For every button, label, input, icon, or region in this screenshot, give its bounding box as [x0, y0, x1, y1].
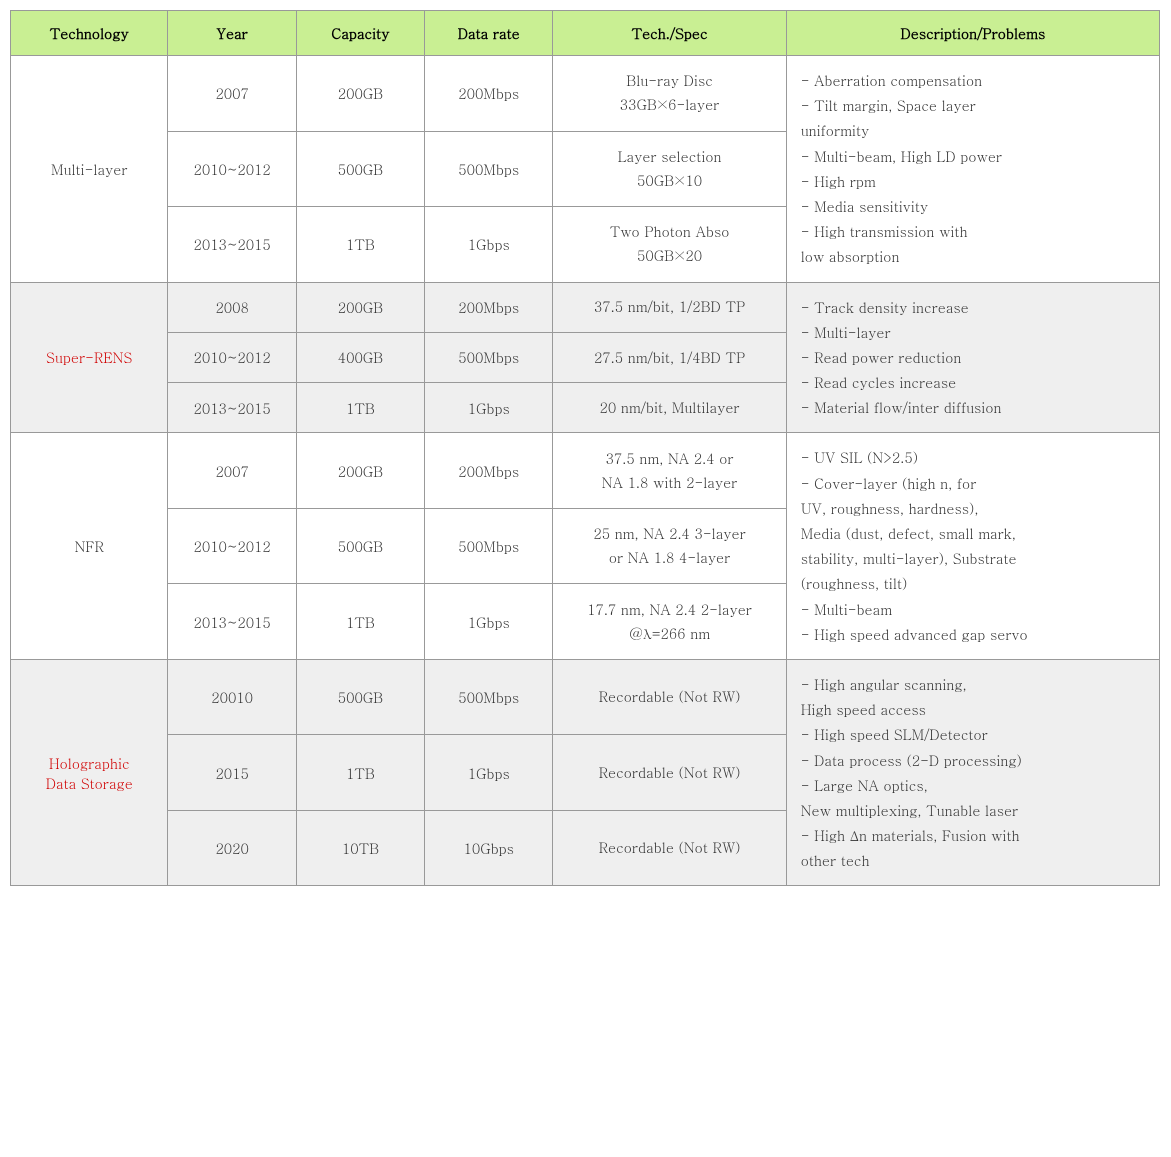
techspec-cell: 27.5 nm/bit, 1/4BD TP: [553, 332, 786, 382]
datarate-cell: 200Mbps: [425, 56, 553, 132]
capacity-cell: 1TB: [296, 584, 424, 660]
capacity-cell: 10TB: [296, 810, 424, 886]
techspec-cell: 20 nm/bit, Multilayer: [553, 383, 786, 433]
datarate-cell: 1Gbps: [425, 584, 553, 660]
col-header-capacity: Capacity: [296, 11, 424, 56]
datarate-cell: 500Mbps: [425, 332, 553, 382]
storage-technologies-table: Technology Year Capacity Data rate Tech.…: [10, 10, 1160, 886]
techspec-cell: Blu-ray Disc 33GB×6-layer: [553, 56, 786, 132]
group-superrens: Super-RENS 2008 200GB 200Mbps 37.5 nm/bi…: [11, 282, 1160, 433]
group-multilayer: Multi-layer 2007 200GB 200Mbps Blu-ray D…: [11, 56, 1160, 283]
year-cell: 2015: [168, 735, 296, 811]
datarate-cell: 10Gbps: [425, 810, 553, 886]
capacity-cell: 200GB: [296, 282, 424, 332]
table-row: NFR 2007 200GB 200Mbps 37.5 nm, NA 2.4 o…: [11, 433, 1160, 509]
datarate-cell: 500Mbps: [425, 131, 553, 207]
capacity-cell: 500GB: [296, 508, 424, 584]
techspec-cell: Two Photon Abso 50GB×20: [553, 207, 786, 283]
table-header: Technology Year Capacity Data rate Tech.…: [11, 11, 1160, 56]
techspec-cell: Recordable (Not RW): [553, 810, 786, 886]
techspec-cell: 25 nm, NA 2.4 3-layer or NA 1.8 4-layer: [553, 508, 786, 584]
techspec-cell: 37.5 nm, NA 2.4 or NA 1.8 with 2-layer: [553, 433, 786, 509]
technology-cell: NFR: [11, 433, 168, 660]
capacity-cell: 500GB: [296, 659, 424, 735]
group-nfr: NFR 2007 200GB 200Mbps 37.5 nm, NA 2.4 o…: [11, 433, 1160, 660]
table-row: Holographic Data Storage 20010 500GB 500…: [11, 659, 1160, 735]
datarate-cell: 1Gbps: [425, 383, 553, 433]
datarate-cell: 200Mbps: [425, 282, 553, 332]
capacity-cell: 1TB: [296, 207, 424, 283]
col-header-techspec: Tech./Spec: [553, 11, 786, 56]
capacity-cell: 1TB: [296, 735, 424, 811]
capacity-cell: 400GB: [296, 332, 424, 382]
year-cell: 2010~2012: [168, 131, 296, 207]
datarate-cell: 500Mbps: [425, 508, 553, 584]
datarate-cell: 500Mbps: [425, 659, 553, 735]
techspec-cell: 17.7 nm, NA 2.4 2-layer @λ=266 nm: [553, 584, 786, 660]
col-header-technology: Technology: [11, 11, 168, 56]
datarate-cell: 200Mbps: [425, 433, 553, 509]
description-cell: - Aberration compensation - Tilt margin,…: [786, 56, 1159, 283]
year-cell: 2010~2012: [168, 332, 296, 382]
techspec-cell: Layer selection 50GB×10: [553, 131, 786, 207]
description-cell: - Track density increase - Multi-layer -…: [786, 282, 1159, 433]
year-cell: 2013~2015: [168, 207, 296, 283]
year-cell: 2020: [168, 810, 296, 886]
technology-cell: Holographic Data Storage: [11, 659, 168, 886]
col-header-datarate: Data rate: [425, 11, 553, 56]
capacity-cell: 200GB: [296, 56, 424, 132]
description-cell: - UV SIL (N>2.5) - Cover-layer (high n, …: [786, 433, 1159, 660]
techspec-cell: Recordable (Not RW): [553, 659, 786, 735]
col-header-description: Description/Problems: [786, 11, 1159, 56]
datarate-cell: 1Gbps: [425, 207, 553, 283]
capacity-cell: 200GB: [296, 433, 424, 509]
capacity-cell: 500GB: [296, 131, 424, 207]
group-holographic: Holographic Data Storage 20010 500GB 500…: [11, 659, 1160, 886]
datarate-cell: 1Gbps: [425, 735, 553, 811]
year-cell: 2007: [168, 56, 296, 132]
description-cell: - High angular scanning, High speed acce…: [786, 659, 1159, 886]
technology-cell: Super-RENS: [11, 282, 168, 433]
table-row: Super-RENS 2008 200GB 200Mbps 37.5 nm/bi…: [11, 282, 1160, 332]
year-cell: 20010: [168, 659, 296, 735]
col-header-year: Year: [168, 11, 296, 56]
year-cell: 2013~2015: [168, 584, 296, 660]
capacity-cell: 1TB: [296, 383, 424, 433]
technology-cell: Multi-layer: [11, 56, 168, 283]
table-row: Multi-layer 2007 200GB 200Mbps Blu-ray D…: [11, 56, 1160, 132]
techspec-cell: 37.5 nm/bit, 1/2BD TP: [553, 282, 786, 332]
year-cell: 2008: [168, 282, 296, 332]
year-cell: 2010~2012: [168, 508, 296, 584]
year-cell: 2013~2015: [168, 383, 296, 433]
year-cell: 2007: [168, 433, 296, 509]
techspec-cell: Recordable (Not RW): [553, 735, 786, 811]
